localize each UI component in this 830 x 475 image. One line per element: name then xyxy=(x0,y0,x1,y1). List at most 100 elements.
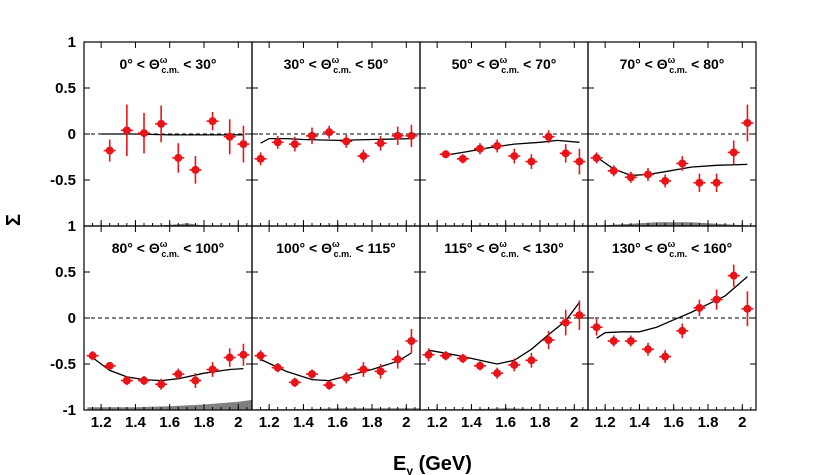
y-tick-label: 0.5 xyxy=(55,264,76,281)
panel-title-angle-low: 50° < Θ xyxy=(452,56,500,72)
data-point xyxy=(191,376,200,385)
data-point xyxy=(105,146,114,155)
data-point xyxy=(239,140,248,149)
data-point xyxy=(174,153,183,162)
data-point xyxy=(359,152,368,161)
panel-8: 130° < Θω c.m. < 160° 1.2 1.4 1.6 1.8 2 xyxy=(587,225,757,431)
panel-title-omega: ω xyxy=(668,239,676,249)
data-point xyxy=(191,165,200,174)
data-point xyxy=(678,326,687,335)
panel-title: 0° < Θω c.m. < 30° xyxy=(120,55,217,75)
data-point xyxy=(695,178,704,187)
data-point xyxy=(644,345,652,354)
panel-title-omega: ω xyxy=(668,55,676,65)
model-curve xyxy=(260,137,412,144)
data-point xyxy=(510,360,519,369)
data-point xyxy=(290,378,299,387)
panel-title-angle-high: < 130° xyxy=(519,240,564,256)
data-point xyxy=(157,119,166,128)
panel-title-cm: c.m. xyxy=(669,65,687,75)
model-curve xyxy=(92,357,244,382)
panel-title-angle-low: 115° < Θ xyxy=(444,240,499,256)
y-axis-title: Σ xyxy=(3,214,25,226)
data-point xyxy=(441,150,450,159)
y-tick-label: 1 xyxy=(68,218,76,235)
panel-title: 30° < Θω c.m. < 50° xyxy=(284,55,389,75)
data-point xyxy=(273,363,282,372)
x-tick-label: 2 xyxy=(234,414,242,431)
data-point xyxy=(729,271,738,280)
panel-title-cm: c.m. xyxy=(161,65,179,75)
panel-title-omega: ω xyxy=(160,239,168,249)
data-point xyxy=(308,131,316,140)
data-point xyxy=(527,157,536,166)
x-tick-label: 2 xyxy=(570,414,578,431)
data-point xyxy=(561,318,570,327)
panel-title-angle-low: 0° < Θ xyxy=(120,56,160,72)
data-point xyxy=(493,369,502,378)
panel-title-angle-low: 100° < Θ xyxy=(276,240,332,256)
data-point xyxy=(393,355,402,364)
data-point xyxy=(527,356,536,365)
x-axis-title: Eγ (GeV) xyxy=(393,453,472,475)
data-point xyxy=(88,351,97,360)
x-axis-title-main: E xyxy=(393,453,406,475)
systematic-band xyxy=(87,399,253,410)
panel-6: 100° < Θω c.m. < 115° 1.2 1.4 1.6 1.8 2 xyxy=(251,225,421,431)
data-point xyxy=(695,303,704,312)
panel-title-omega: ω xyxy=(332,239,340,249)
panel-title-cm: c.m. xyxy=(501,65,519,75)
data-point xyxy=(609,166,618,175)
panel-title: 100° < Θω c.m. < 115° xyxy=(276,239,396,259)
data-point xyxy=(592,153,601,162)
x-axis-title-sub: γ xyxy=(406,464,413,475)
data-point xyxy=(174,370,183,379)
y-tick-label: 0 xyxy=(68,126,76,143)
data-point xyxy=(575,311,584,320)
data-point xyxy=(626,337,635,345)
data-point xyxy=(592,323,601,332)
panel-5: 80° < Θω c.m. < 100° 1.2 1.4 1.6 1.8 2 -1 -0.5 0 0… xyxy=(50,218,253,431)
x-tick-label: 1.2 xyxy=(595,414,616,431)
x-tick-label: 2 xyxy=(402,414,410,431)
data-point xyxy=(510,152,519,161)
data-point xyxy=(140,129,148,138)
panel-1: 0° < Θω c.m. < 30° -0.5 0 0.5 1 xyxy=(50,34,253,227)
panel-3: 50° < Θω c.m. < 70° xyxy=(419,41,589,227)
y-tick-label: 0.5 xyxy=(55,80,76,97)
data-point xyxy=(208,365,217,374)
data-point xyxy=(458,154,467,163)
panel-title-angle-high: < 50° xyxy=(351,56,388,72)
panel-title: 70° < Θω c.m. < 80° xyxy=(620,55,725,75)
data-point xyxy=(441,351,450,360)
panel-title-cm: c.m. xyxy=(161,249,179,259)
panel-title-cm: c.m. xyxy=(334,249,352,259)
data-point xyxy=(712,178,721,187)
x-tick-label: 1.2 xyxy=(91,414,112,431)
panel-title: 115° < Θω c.m. < 130° xyxy=(444,239,564,259)
data-point xyxy=(393,131,402,140)
x-tick-label: 1.8 xyxy=(530,414,551,431)
data-point xyxy=(743,118,752,127)
model-curve xyxy=(596,156,748,177)
data-point xyxy=(661,176,670,185)
x-tick-label: 1.4 xyxy=(629,414,651,431)
model-curve xyxy=(428,302,580,365)
data-point xyxy=(239,350,248,359)
data-point xyxy=(122,126,131,135)
data-point xyxy=(359,365,368,374)
panel-4: 70° < Θω c.m. < 80° xyxy=(587,41,757,227)
panel-title-angle-high: < 70° xyxy=(519,56,556,72)
x-tick-label: 1.8 xyxy=(362,414,383,431)
panel-title-angle-high: < 80° xyxy=(687,56,724,72)
x-tick-label: 1.6 xyxy=(159,414,180,431)
panel-title-omega: ω xyxy=(499,239,507,249)
data-point xyxy=(712,295,721,304)
model-curve xyxy=(101,133,244,136)
model-curve xyxy=(260,352,412,382)
data-point xyxy=(407,337,416,345)
data-point xyxy=(609,337,618,345)
data-point xyxy=(493,141,502,150)
data-point xyxy=(273,138,282,147)
